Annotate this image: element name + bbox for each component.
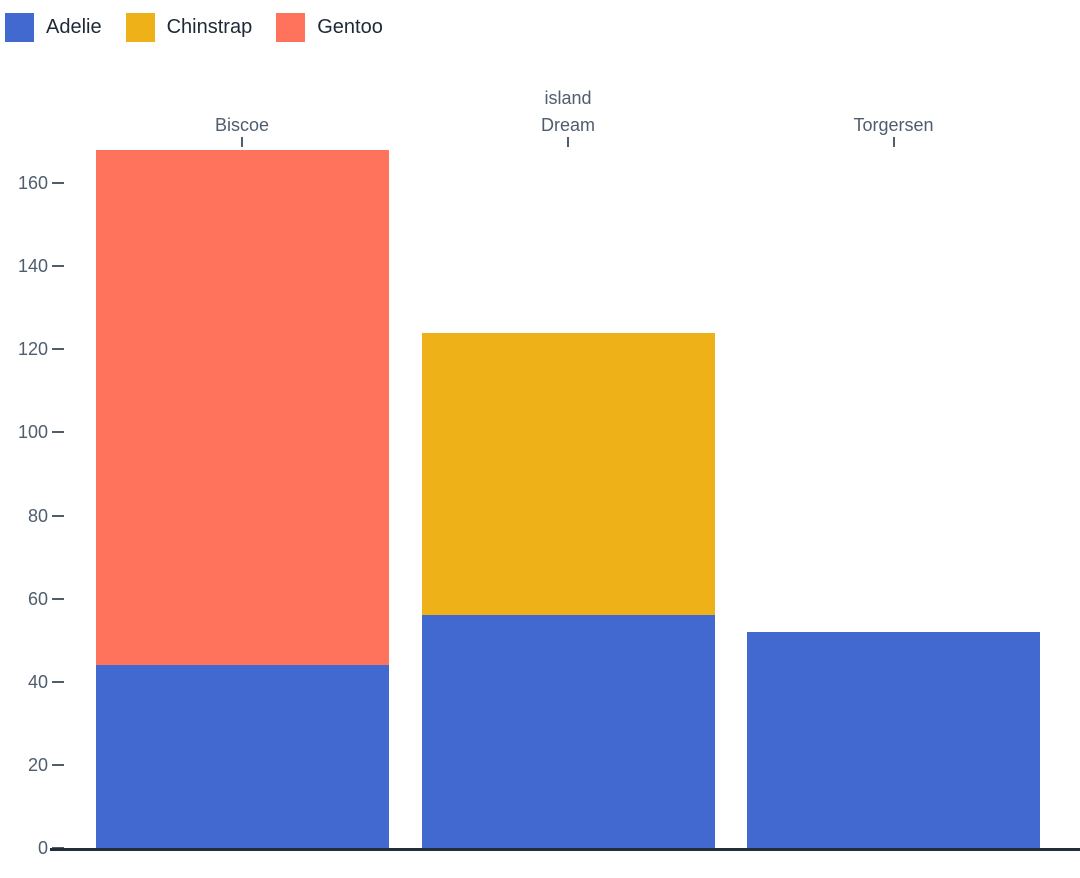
y-tick-mark-140 [52, 265, 64, 268]
legend-item-gentoo[interactable]: Gentoo [276, 13, 383, 42]
bar-segment-adelie-torgersen[interactable] [747, 631, 1040, 848]
bar-segment-adelie-dream[interactable] [421, 615, 715, 848]
bar-segment-chinstrap-dream[interactable] [421, 332, 715, 616]
bar-segment-gentoo-biscoe[interactable] [95, 149, 389, 666]
y-tick-label-20: 20 [27, 754, 48, 775]
legend-item-adelie[interactable]: Adelie [5, 13, 102, 42]
y-tick-label-80: 80 [27, 505, 48, 526]
legend-swatch-gentoo [276, 13, 306, 42]
legend-item-chinstrap[interactable]: Chinstrap [125, 13, 253, 42]
x-category-label-dream: Dream [540, 115, 595, 135]
legend: Adelie Chinstrap Gentoo [5, 13, 383, 42]
x-category-label-torgersen: Torgersen [853, 115, 934, 135]
y-tick-label-140: 140 [17, 256, 48, 277]
x-tick-mark-biscoe [241, 137, 243, 147]
x-tick-mark-torgersen [892, 137, 895, 147]
y-tick-label-120: 120 [17, 339, 48, 360]
y-tick-label-60: 60 [27, 588, 48, 609]
y-tick-label-100: 100 [17, 422, 48, 443]
y-tick-label-160: 160 [17, 173, 48, 193]
legend-label-adelie: Adelie [46, 16, 102, 38]
bar-segment-adelie-biscoe[interactable] [95, 665, 389, 848]
y-tick-mark-80 [52, 514, 64, 517]
x-baseline [50, 848, 1080, 851]
x-tick-mark-dream [567, 137, 569, 147]
x-axis-title: island [544, 88, 592, 108]
y-tick-mark-160 [52, 182, 64, 184]
y-tick-label-40: 40 [27, 671, 48, 692]
y-tick-mark-60 [52, 597, 64, 600]
legend-swatch-chinstrap [125, 13, 155, 42]
legend-swatch-adelie [5, 13, 34, 42]
legend-label-gentoo: Gentoo [317, 16, 383, 38]
y-tick-mark-20 [52, 763, 64, 766]
y-tick-mark-100 [52, 431, 64, 434]
y-tick-mark-120 [52, 348, 64, 351]
y-tick-mark-40 [52, 680, 64, 683]
x-category-label-biscoe: Biscoe [214, 115, 270, 135]
y-tick-label-0: 0 [37, 838, 48, 858]
legend-label-chinstrap: Chinstrap [166, 16, 253, 38]
